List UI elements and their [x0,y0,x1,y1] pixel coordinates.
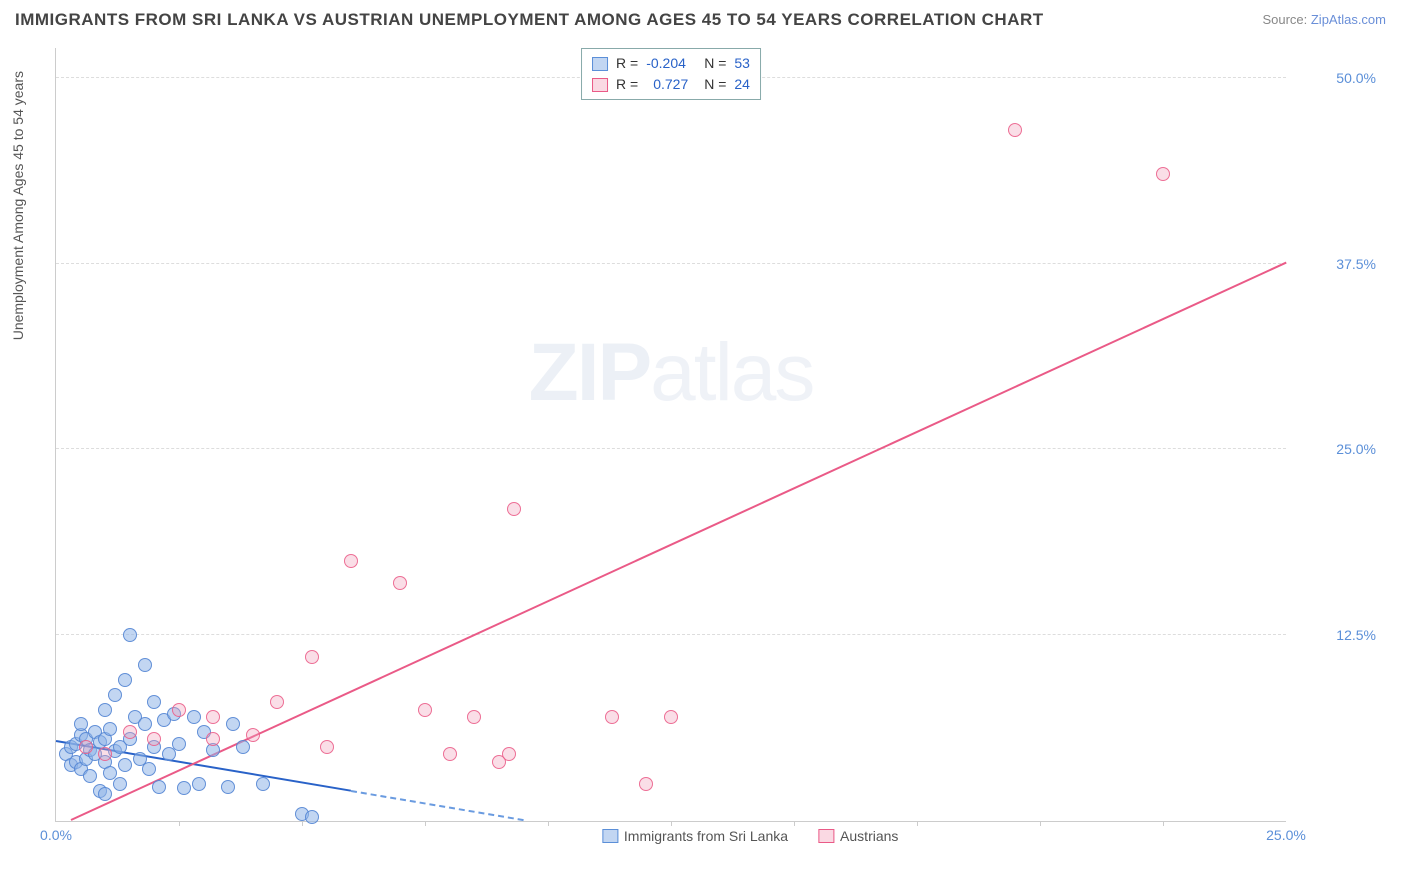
data-point [236,740,250,754]
source-link[interactable]: ZipAtlas.com [1311,12,1386,27]
data-point [123,725,137,739]
data-point [605,710,619,724]
data-point [118,673,132,687]
x-tick-minor [794,821,795,826]
data-point [177,781,191,795]
data-point [206,710,220,724]
y-tick-label: 50.0% [1296,70,1376,86]
y-axis-label: Unemployment Among Ages 45 to 54 years [10,71,26,340]
data-point [142,762,156,776]
data-point [79,740,93,754]
data-point [108,688,122,702]
data-point [118,758,132,772]
data-point [192,777,206,791]
x-tick-minor [302,821,303,826]
x-tick-label: 0.0% [40,827,72,843]
data-point [172,703,186,717]
legend-item: Austrians [818,828,898,844]
watermark: ZIPatlas [529,326,814,420]
source-citation: Source: ZipAtlas.com [1262,12,1386,27]
data-point [103,722,117,736]
chart-title: IMMIGRANTS FROM SRI LANKA VS AUSTRIAN UN… [15,10,1044,30]
legend-item: Immigrants from Sri Lanka [602,828,788,844]
r-label: R = [616,53,638,74]
y-tick-label: 12.5% [1296,627,1376,643]
data-point [113,777,127,791]
gridline-h [56,448,1286,449]
data-point [664,710,678,724]
plot-region: ZIPatlas R = -0.204 N = 53 R = 0.727 N =… [55,48,1286,822]
gridline-h [56,263,1286,264]
data-point [152,780,166,794]
x-tick-minor [671,821,672,826]
legend-correlation: R = -0.204 N = 53 R = 0.727 N = 24 [581,48,761,100]
data-point [246,728,260,742]
data-point [147,732,161,746]
data-point [467,710,481,724]
swatch-pink [592,78,608,92]
data-point [639,777,653,791]
data-point [98,787,112,801]
x-tick-minor [179,821,180,826]
n-value: 24 [734,74,750,95]
x-tick-minor [1040,821,1041,826]
data-point [138,717,152,731]
data-point [221,780,235,794]
watermark-bold: ZIP [529,327,651,418]
data-point [226,717,240,731]
legend-row: R = -0.204 N = 53 [592,53,750,74]
data-point [74,717,88,731]
data-point [507,502,521,516]
swatch-pink [818,829,834,843]
data-point [256,777,270,791]
data-point [344,554,358,568]
chart-area: ZIPatlas R = -0.204 N = 53 R = 0.727 N =… [55,48,1386,852]
r-label: R = [616,74,638,95]
x-tick-label: 25.0% [1266,827,1306,843]
legend-label: Austrians [840,828,898,844]
data-point [443,747,457,761]
data-point [320,740,334,754]
n-label: N = [704,74,726,95]
swatch-blue [602,829,618,843]
data-point [206,732,220,746]
data-point [138,658,152,672]
r-value: -0.204 [646,53,696,74]
data-point [1156,167,1170,181]
y-tick-label: 25.0% [1296,441,1376,457]
data-point [98,703,112,717]
watermark-light: atlas [650,327,813,418]
legend-label: Immigrants from Sri Lanka [624,828,788,844]
data-point [98,747,112,761]
legend-row: R = 0.727 N = 24 [592,74,750,95]
n-value: 53 [734,53,750,74]
data-point [393,576,407,590]
data-point [172,737,186,751]
gridline-h [56,634,1286,635]
data-point [1008,123,1022,137]
data-point [305,810,319,824]
data-point [502,747,516,761]
data-point [270,695,284,709]
x-tick-minor [917,821,918,826]
r-value: 0.727 [646,74,696,95]
data-point [418,703,432,717]
legend-series: Immigrants from Sri Lanka Austrians [602,828,899,844]
y-tick-label: 37.5% [1296,256,1376,272]
x-tick-minor [1163,821,1164,826]
swatch-blue [592,57,608,71]
x-tick-minor [425,821,426,826]
source-prefix: Source: [1262,12,1310,27]
data-point [123,628,137,642]
data-point [305,650,319,664]
trendline [351,790,524,821]
data-point [83,769,97,783]
x-tick-minor [548,821,549,826]
data-point [187,710,201,724]
n-label: N = [704,53,726,74]
data-point [147,695,161,709]
